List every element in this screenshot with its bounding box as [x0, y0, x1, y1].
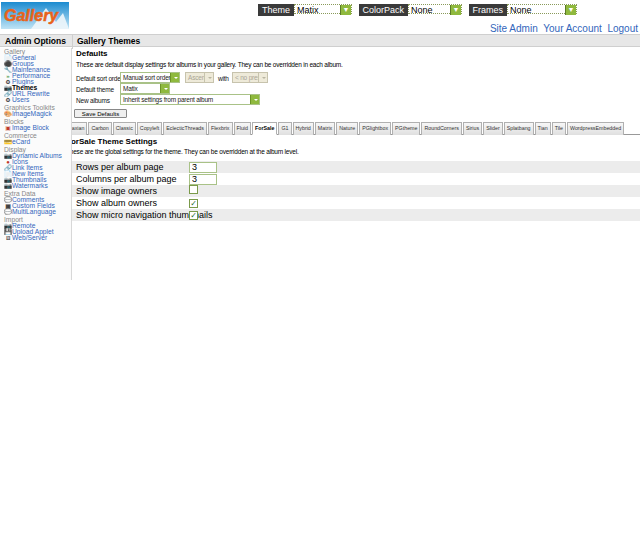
svg-text:Gallery: Gallery — [4, 7, 59, 24]
